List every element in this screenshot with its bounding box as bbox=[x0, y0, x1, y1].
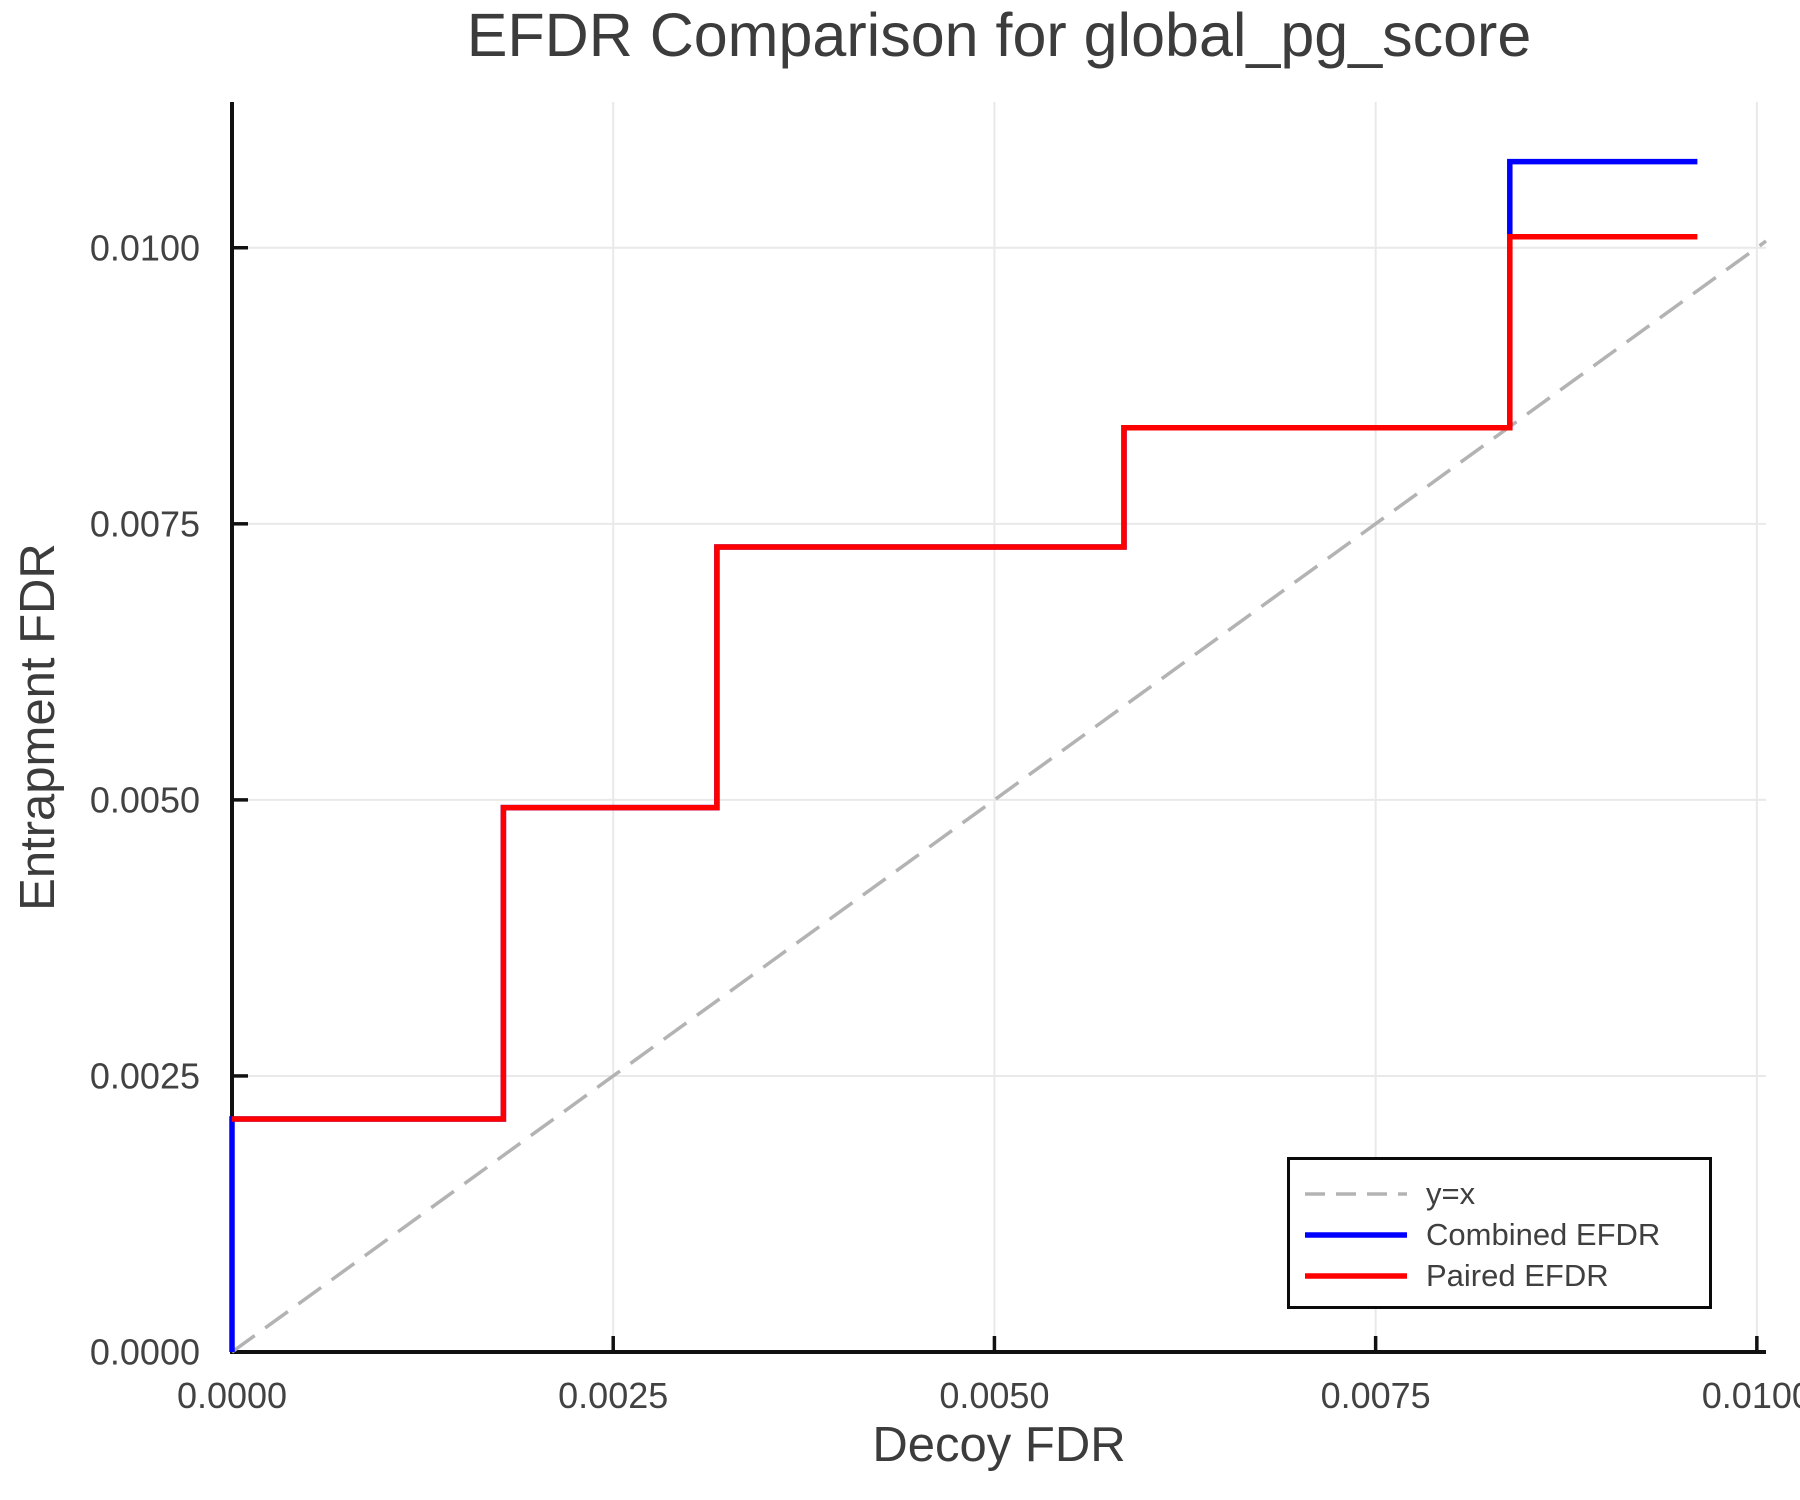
dashed-line-swatch-icon bbox=[1305, 1191, 1407, 1196]
x-axis-label: Decoy FDR bbox=[872, 1418, 1126, 1472]
legend-label-yx: y=x bbox=[1426, 1175, 1476, 1211]
legend-label-combined-efdr: Combined EFDR bbox=[1426, 1216, 1661, 1252]
y-tick-label: 0.0025 bbox=[90, 1055, 200, 1096]
x-tick-label: 0.0025 bbox=[558, 1375, 668, 1416]
blue-line-swatch-icon bbox=[1305, 1231, 1407, 1238]
red-line-swatch-icon bbox=[1305, 1272, 1407, 1279]
x-tick-label: 0.0000 bbox=[177, 1375, 287, 1416]
y-axis-label: Entrapment FDR bbox=[11, 543, 65, 911]
x-tick-label: 0.0050 bbox=[939, 1375, 1049, 1416]
series-paired-efdr-line bbox=[232, 233, 1698, 1122]
y-tick-label: 0.0050 bbox=[90, 779, 200, 820]
x-tick-label: 0.0100 bbox=[1702, 1375, 1800, 1416]
x-tick-label: 0.0075 bbox=[1321, 1375, 1431, 1416]
y-tick-label: 0.0100 bbox=[90, 227, 200, 268]
legend-label-paired-efdr: Paired EFDR bbox=[1426, 1257, 1609, 1293]
legend-row-combined: Combined EFDR bbox=[1303, 1214, 1709, 1255]
legend-row-identity: y=x bbox=[1303, 1173, 1709, 1214]
chart-title: EFDR Comparison for global_pg_score bbox=[466, 1, 1532, 69]
legend: y=x Combined EFDR Paired EFDR bbox=[1287, 1157, 1712, 1309]
legend-row-paired: Paired EFDR bbox=[1303, 1255, 1709, 1296]
y-tick-label: 0.0075 bbox=[90, 503, 200, 544]
y-tick-label: 0.0000 bbox=[90, 1332, 200, 1373]
